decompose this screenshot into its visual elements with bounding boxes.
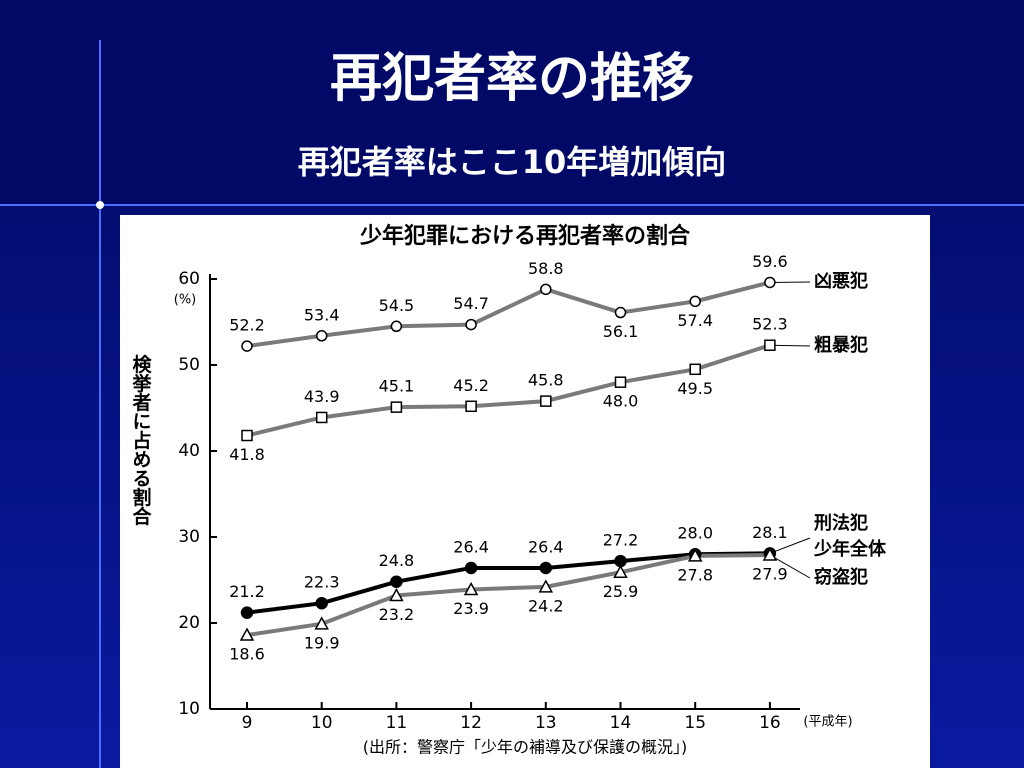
marker xyxy=(690,364,700,374)
marker xyxy=(317,412,327,422)
value-label: 52.3 xyxy=(752,315,788,334)
value-label: 24.2 xyxy=(528,596,564,615)
value-label: 57.4 xyxy=(677,311,713,330)
value-label: 28.1 xyxy=(752,523,788,542)
slide-title: 再犯者率の推移 xyxy=(330,49,694,109)
y-tick-label: 60 xyxy=(178,269,200,289)
x-tick-label: 14 xyxy=(610,713,632,733)
value-label: 27.8 xyxy=(677,565,713,584)
marker xyxy=(765,340,775,350)
marker xyxy=(616,308,626,318)
marker xyxy=(242,431,252,441)
x-tick-label: 11 xyxy=(386,713,408,733)
y-tick-label: 40 xyxy=(178,441,200,461)
x-tick-label: 13 xyxy=(535,713,557,733)
value-label: 21.2 xyxy=(229,582,265,601)
x-tick-label: 16 xyxy=(759,713,781,733)
marker xyxy=(316,598,327,609)
value-label: 24.8 xyxy=(379,551,415,570)
marker xyxy=(466,320,476,330)
value-label: 26.4 xyxy=(453,537,489,556)
value-label: 53.4 xyxy=(304,305,340,324)
x-tick-label: 12 xyxy=(460,713,482,733)
value-label: 59.6 xyxy=(752,252,788,271)
value-label: 28.0 xyxy=(677,524,713,543)
value-label: 23.2 xyxy=(379,605,415,624)
value-label: 48.0 xyxy=(603,392,639,411)
value-label: 56.1 xyxy=(603,322,639,341)
value-label: 54.7 xyxy=(453,294,489,313)
value-label: 52.2 xyxy=(229,316,265,335)
sparkle xyxy=(96,201,104,209)
value-label: 22.3 xyxy=(304,573,340,592)
legend-label: 粗暴犯 xyxy=(814,334,868,356)
value-label: 41.8 xyxy=(229,445,265,464)
y-tick-label: 50 xyxy=(178,355,200,375)
marker xyxy=(616,377,626,387)
marker xyxy=(540,562,551,573)
marker xyxy=(391,576,402,587)
value-label: 45.8 xyxy=(528,371,564,390)
marker xyxy=(466,401,476,411)
marker xyxy=(317,331,327,341)
marker xyxy=(242,341,252,351)
marker xyxy=(466,562,477,573)
y-tick-label: 30 xyxy=(178,527,200,547)
value-label: 18.6 xyxy=(229,645,265,664)
source-note: (出所：警察庁「少年の補導及び保護の概況」) xyxy=(363,738,688,757)
marker xyxy=(765,277,775,287)
value-label: 27.2 xyxy=(603,531,639,550)
value-label: 27.9 xyxy=(752,565,788,584)
legend-label: 凶悪犯 xyxy=(814,270,868,292)
marker xyxy=(391,321,401,331)
value-label: 25.9 xyxy=(603,582,639,601)
value-label: 19.9 xyxy=(304,633,340,652)
marker xyxy=(391,402,401,412)
x-tick-label: 15 xyxy=(684,713,706,733)
x-tick-label: 10 xyxy=(311,713,333,733)
marker xyxy=(541,396,551,406)
marker xyxy=(242,607,253,618)
value-label: 45.2 xyxy=(453,376,489,395)
y-axis-label: 検挙者に占める割合 xyxy=(130,353,153,525)
value-label: 26.4 xyxy=(528,537,564,556)
value-label: 58.8 xyxy=(528,259,564,278)
y-tick-label: 20 xyxy=(178,613,200,633)
x-unit: (平成年) xyxy=(803,715,852,730)
chart-title: 少年犯罪における再犯者率の割合 xyxy=(359,223,691,249)
slide-subtitle: 再犯者率はここ10年増加傾向 xyxy=(298,143,727,181)
value-label: 45.1 xyxy=(379,377,415,396)
value-label: 43.9 xyxy=(304,387,340,406)
value-label: 49.5 xyxy=(677,379,713,398)
value-label: 54.5 xyxy=(379,296,415,315)
x-tick-label: 9 xyxy=(242,713,253,733)
marker xyxy=(541,284,551,294)
legend-label: 窃盗犯 xyxy=(814,566,868,588)
marker xyxy=(690,296,700,306)
y-tick-label: 10 xyxy=(178,699,200,719)
value-label: 23.9 xyxy=(453,599,489,618)
y-unit: (%) xyxy=(174,293,197,308)
